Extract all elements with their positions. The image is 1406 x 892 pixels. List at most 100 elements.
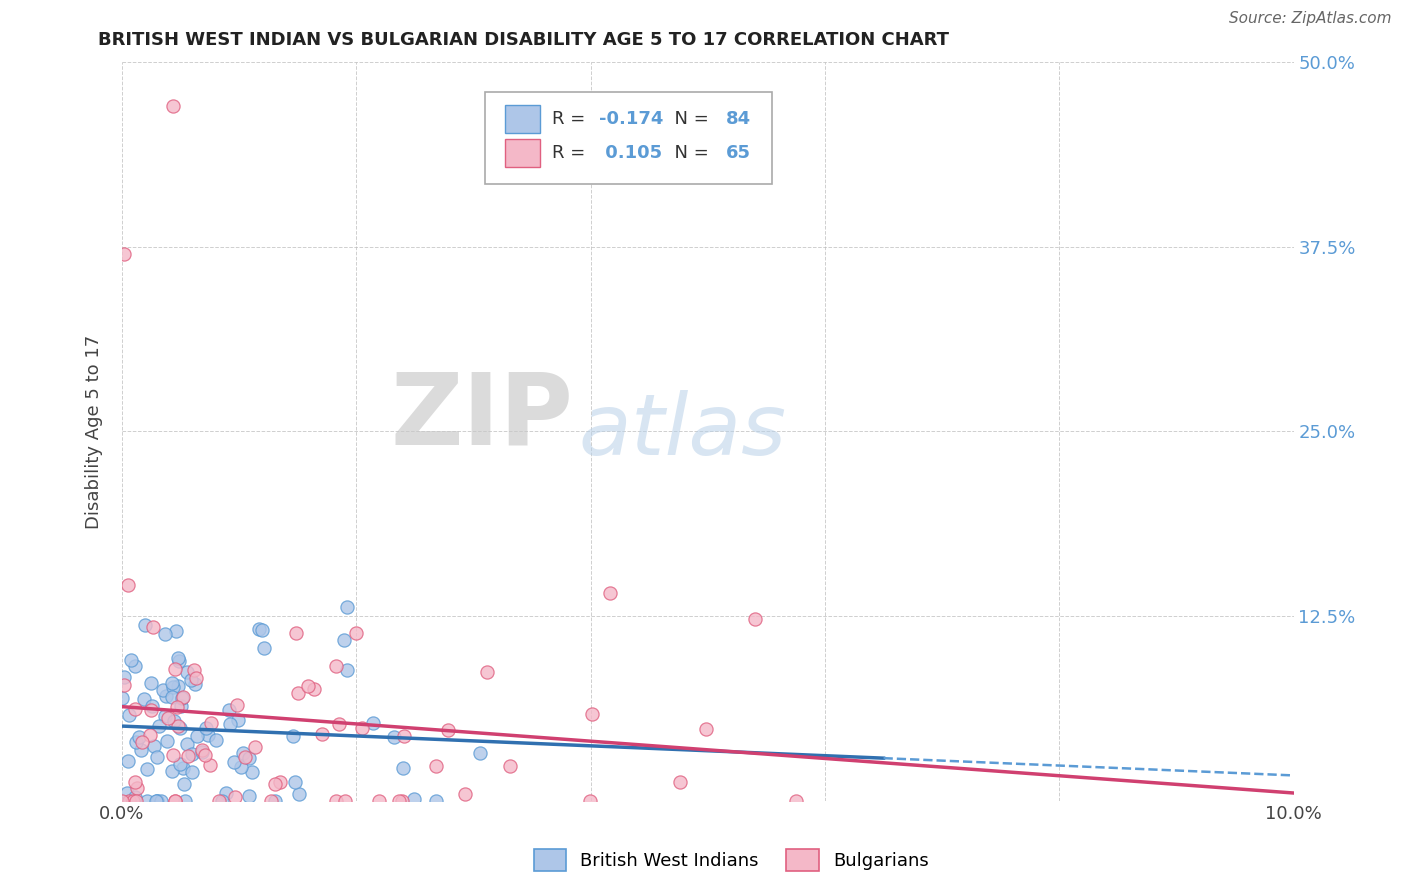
Point: [173, 777, 195, 791]
Point: [344, 626, 367, 640]
Point: [231, 760, 253, 774]
Text: 65: 65: [725, 144, 751, 162]
Point: [218, 716, 240, 731]
Point: [142, 739, 165, 753]
Point: [200, 716, 222, 731]
Point: [172, 690, 194, 704]
Point: [392, 761, 415, 775]
Point: [194, 747, 217, 762]
Point: [304, 682, 326, 697]
Text: -0.174: -0.174: [599, 110, 664, 128]
Point: [177, 749, 200, 764]
Point: [368, 794, 391, 808]
Point: [208, 794, 231, 808]
Point: [111, 690, 134, 705]
Point: [141, 699, 163, 714]
Point: [499, 759, 522, 773]
Point: [124, 789, 146, 804]
Text: 0.105: 0.105: [599, 144, 662, 162]
Point: [263, 777, 285, 791]
Point: [125, 794, 148, 808]
Point: [195, 721, 218, 735]
Point: [118, 794, 141, 808]
Point: [150, 794, 173, 808]
Point: [132, 691, 155, 706]
Point: [118, 708, 141, 723]
Point: [333, 794, 356, 808]
Point: [579, 794, 602, 808]
Text: R =: R =: [553, 110, 591, 128]
Point: [437, 723, 460, 738]
Point: [215, 786, 238, 800]
Point: [112, 670, 135, 684]
Point: [166, 719, 188, 733]
Point: [197, 728, 219, 742]
Text: BRITISH WEST INDIAN VS BULGARIAN DISABILITY AGE 5 TO 17 CORRELATION CHART: BRITISH WEST INDIAN VS BULGARIAN DISABIL…: [98, 31, 949, 49]
Point: [669, 775, 692, 789]
Point: [118, 794, 141, 808]
Point: [238, 789, 260, 803]
Point: [166, 700, 188, 714]
Point: [115, 786, 138, 800]
Legend: British West Indians, Bulgarians: British West Indians, Bulgarians: [526, 842, 936, 879]
Point: [135, 762, 157, 776]
Point: [284, 774, 307, 789]
Text: atlas: atlas: [579, 390, 787, 473]
Point: [269, 775, 291, 789]
Point: [263, 794, 285, 808]
Point: [125, 735, 148, 749]
FancyBboxPatch shape: [505, 105, 540, 133]
Point: [162, 690, 184, 704]
Y-axis label: Disability Age 5 to 17: Disability Age 5 to 17: [86, 334, 103, 528]
Point: [311, 726, 333, 740]
Point: [160, 764, 183, 779]
Point: [297, 679, 319, 693]
Point: [247, 622, 270, 636]
Point: [218, 703, 240, 717]
Point: [475, 665, 498, 679]
FancyBboxPatch shape: [485, 92, 772, 184]
Point: [145, 794, 167, 808]
Point: [222, 755, 245, 769]
Point: [253, 641, 276, 656]
Text: 84: 84: [725, 110, 751, 128]
Point: [186, 729, 208, 743]
Point: [211, 794, 233, 808]
Point: [785, 794, 807, 808]
Point: [695, 722, 717, 736]
Text: Source: ZipAtlas.com: Source: ZipAtlas.com: [1229, 11, 1392, 26]
Point: [226, 713, 249, 727]
Point: [112, 678, 135, 692]
Point: [198, 758, 221, 772]
Point: [146, 749, 169, 764]
Text: N =: N =: [664, 110, 714, 128]
Point: [157, 710, 180, 724]
Point: [180, 765, 202, 780]
Point: [382, 731, 405, 745]
Point: [134, 617, 156, 632]
Point: [180, 673, 202, 688]
Point: [325, 794, 347, 808]
Point: [260, 794, 283, 808]
Point: [392, 729, 415, 743]
Point: [145, 794, 167, 808]
Point: [183, 663, 205, 677]
Point: [744, 611, 766, 625]
Point: [245, 739, 267, 754]
Point: [124, 659, 146, 673]
Point: [167, 679, 190, 693]
Point: [176, 665, 198, 680]
Point: [165, 624, 187, 638]
Point: [131, 735, 153, 749]
Point: [169, 722, 191, 736]
Point: [112, 247, 135, 261]
Point: [156, 734, 179, 748]
Point: [231, 746, 253, 760]
Point: [361, 715, 384, 730]
Point: [169, 756, 191, 771]
Text: R =: R =: [553, 144, 591, 162]
Point: [124, 775, 146, 789]
Point: [333, 632, 356, 647]
Point: [190, 745, 212, 759]
Point: [163, 662, 186, 676]
